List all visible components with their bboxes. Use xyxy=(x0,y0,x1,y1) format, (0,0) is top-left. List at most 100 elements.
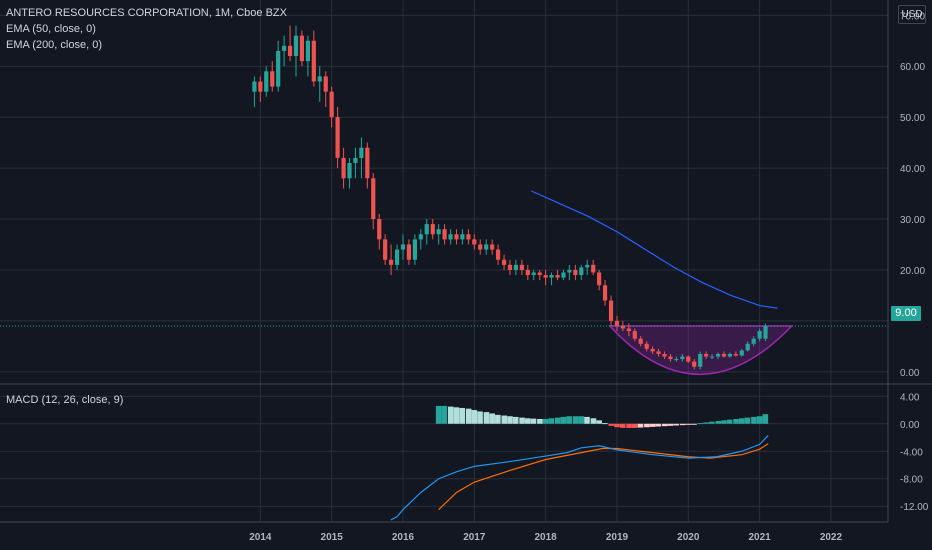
candle[interactable] xyxy=(531,272,536,276)
candle[interactable] xyxy=(436,229,441,235)
candle[interactable] xyxy=(727,353,732,357)
histogram-bar[interactable] xyxy=(691,423,697,425)
candle[interactable] xyxy=(454,234,459,240)
cup-pattern-annotation[interactable] xyxy=(608,325,794,376)
candle[interactable] xyxy=(614,320,620,326)
histogram-bar[interactable] xyxy=(726,419,733,424)
candle[interactable] xyxy=(704,353,709,357)
candle[interactable] xyxy=(264,71,269,92)
candle[interactable] xyxy=(347,162,352,179)
candle[interactable] xyxy=(715,353,721,357)
histogram-bar[interactable] xyxy=(667,423,674,426)
candle[interactable] xyxy=(424,224,429,235)
candle[interactable] xyxy=(513,264,518,270)
candle[interactable] xyxy=(549,275,554,278)
currency-button[interactable]: USD xyxy=(898,5,926,24)
candle[interactable] xyxy=(258,81,263,92)
candle[interactable] xyxy=(490,244,495,250)
histogram-bar[interactable] xyxy=(661,423,668,427)
candle[interactable] xyxy=(573,269,578,276)
histogram-bar[interactable] xyxy=(477,411,483,424)
histogram-bar[interactable] xyxy=(501,415,508,424)
histogram-bar[interactable] xyxy=(596,420,602,424)
candle[interactable] xyxy=(597,272,602,286)
histogram-bar[interactable] xyxy=(459,407,465,424)
candle[interactable] xyxy=(626,328,631,332)
candle[interactable] xyxy=(751,338,756,344)
candle[interactable] xyxy=(721,353,727,357)
candle[interactable] xyxy=(608,300,614,321)
candle[interactable] xyxy=(335,117,340,158)
candle[interactable] xyxy=(692,361,697,367)
candle[interactable] xyxy=(377,219,382,240)
candle[interactable] xyxy=(460,234,465,240)
histogram-bar[interactable] xyxy=(715,421,722,424)
candle[interactable] xyxy=(329,91,334,118)
candle[interactable] xyxy=(287,45,293,57)
candle[interactable] xyxy=(620,325,625,329)
candle[interactable] xyxy=(371,178,376,220)
candle[interactable] xyxy=(388,259,394,265)
candle[interactable] xyxy=(507,264,513,270)
histogram-bar[interactable] xyxy=(542,418,549,424)
candle[interactable] xyxy=(270,71,275,87)
histogram-bar[interactable] xyxy=(495,414,501,424)
ema200-legend[interactable]: EMA (200, close, 0) xyxy=(6,39,102,51)
histogram-bar[interactable] xyxy=(435,405,442,424)
candle[interactable] xyxy=(501,259,507,265)
candle[interactable] xyxy=(555,275,560,278)
candle[interactable] xyxy=(561,272,566,278)
ema50-line[interactable] xyxy=(531,190,778,309)
histogram-bar[interactable] xyxy=(703,422,709,424)
histogram-bar[interactable] xyxy=(614,423,620,428)
candle[interactable] xyxy=(484,244,489,250)
candle[interactable] xyxy=(579,267,584,276)
candle[interactable] xyxy=(668,356,673,360)
histogram-bar[interactable] xyxy=(697,423,704,425)
candle[interactable] xyxy=(353,157,358,163)
macd-line[interactable] xyxy=(390,435,769,521)
histogram-bar[interactable] xyxy=(738,418,745,424)
histogram-bar[interactable] xyxy=(548,418,555,424)
candle[interactable] xyxy=(276,50,281,87)
candle[interactable] xyxy=(394,249,400,265)
candle[interactable] xyxy=(299,35,305,62)
histogram-bar[interactable] xyxy=(566,416,572,424)
histogram-bar[interactable] xyxy=(756,416,763,424)
candle[interactable] xyxy=(644,343,649,349)
candle[interactable] xyxy=(686,356,691,362)
candle[interactable] xyxy=(323,76,328,92)
candle[interactable] xyxy=(383,239,388,260)
histogram-bar[interactable] xyxy=(453,407,460,424)
candle[interactable] xyxy=(650,348,655,352)
histogram-bar[interactable] xyxy=(721,420,727,424)
histogram-bar[interactable] xyxy=(637,423,644,428)
candle[interactable] xyxy=(252,81,257,92)
histogram-bar[interactable] xyxy=(537,418,543,424)
histogram-bar[interactable] xyxy=(465,408,472,424)
histogram-bar[interactable] xyxy=(471,410,478,424)
histogram-bar[interactable] xyxy=(744,417,751,424)
histogram-bar[interactable] xyxy=(644,423,650,428)
histogram-bar[interactable] xyxy=(673,423,679,426)
histogram-bar[interactable] xyxy=(608,423,615,426)
candle[interactable] xyxy=(602,285,608,301)
candle[interactable] xyxy=(638,338,643,344)
candle[interactable] xyxy=(757,331,762,339)
histogram-bar[interactable] xyxy=(626,423,632,428)
candle[interactable] xyxy=(698,353,703,367)
histogram-bar[interactable] xyxy=(489,413,495,424)
price-pane[interactable] xyxy=(0,25,888,376)
candle[interactable] xyxy=(662,353,667,357)
candle[interactable] xyxy=(317,76,322,82)
candle[interactable] xyxy=(495,249,501,260)
candle[interactable] xyxy=(472,239,477,245)
candle[interactable] xyxy=(305,40,311,62)
histogram-bar[interactable] xyxy=(733,418,739,424)
candle[interactable] xyxy=(442,229,447,240)
histogram-bar[interactable] xyxy=(572,416,579,424)
candle[interactable] xyxy=(359,147,364,158)
signal-line[interactable] xyxy=(438,443,769,511)
histogram-bar[interactable] xyxy=(602,423,608,425)
